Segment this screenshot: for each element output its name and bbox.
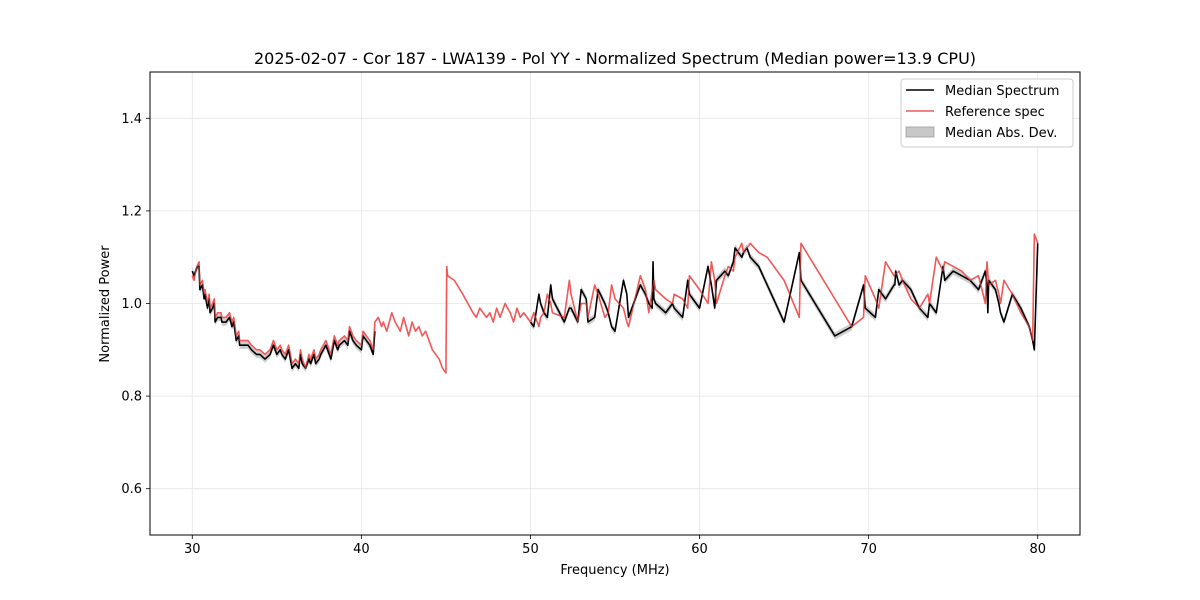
x-axis-ticks: 30 40 50 60 70 80 bbox=[184, 535, 1046, 557]
series-line-median-spectrum-0 bbox=[191, 265, 376, 370]
y-tick-label-4: 1.4 bbox=[121, 112, 142, 127]
x-tick-label-5: 80 bbox=[1029, 542, 1046, 557]
y-tick-label-3: 1.2 bbox=[121, 204, 142, 219]
series-line-median-spectrum-1 bbox=[529, 243, 1039, 351]
y-tick-label-1: 0.8 bbox=[121, 390, 142, 405]
y-tick-label-2: 1.0 bbox=[121, 297, 142, 312]
legend: Median Spectrum Reference spec Median Ab… bbox=[900, 78, 1074, 148]
chart-title: 2025-02-07 - Cor 187 - LWA139 - Pol YY -… bbox=[254, 49, 976, 68]
x-axis-label: Frequency (MHz) bbox=[560, 563, 669, 578]
legend-label-mad: Median Abs. Dev. bbox=[945, 126, 1057, 141]
series-layer bbox=[191, 233, 1039, 374]
x-tick-label-1: 40 bbox=[353, 542, 370, 557]
series-line-reference-overlay bbox=[191, 233, 1039, 374]
x-tick-label-4: 70 bbox=[860, 542, 877, 557]
x-tick-label-2: 50 bbox=[522, 542, 539, 557]
x-tick-label-3: 60 bbox=[691, 542, 708, 557]
y-axis-label: Normalized Power bbox=[98, 245, 113, 363]
legend-label-median: Median Spectrum bbox=[945, 84, 1059, 99]
legend-swatch-mad bbox=[905, 126, 935, 138]
x-tick-label-0: 30 bbox=[184, 542, 201, 557]
y-tick-label-0: 0.6 bbox=[121, 482, 142, 497]
y-axis-ticks: 0.6 0.8 1.0 1.2 1.4 bbox=[121, 112, 150, 497]
legend-label-reference: Reference spec bbox=[945, 105, 1045, 120]
legend-box bbox=[900, 78, 1074, 148]
